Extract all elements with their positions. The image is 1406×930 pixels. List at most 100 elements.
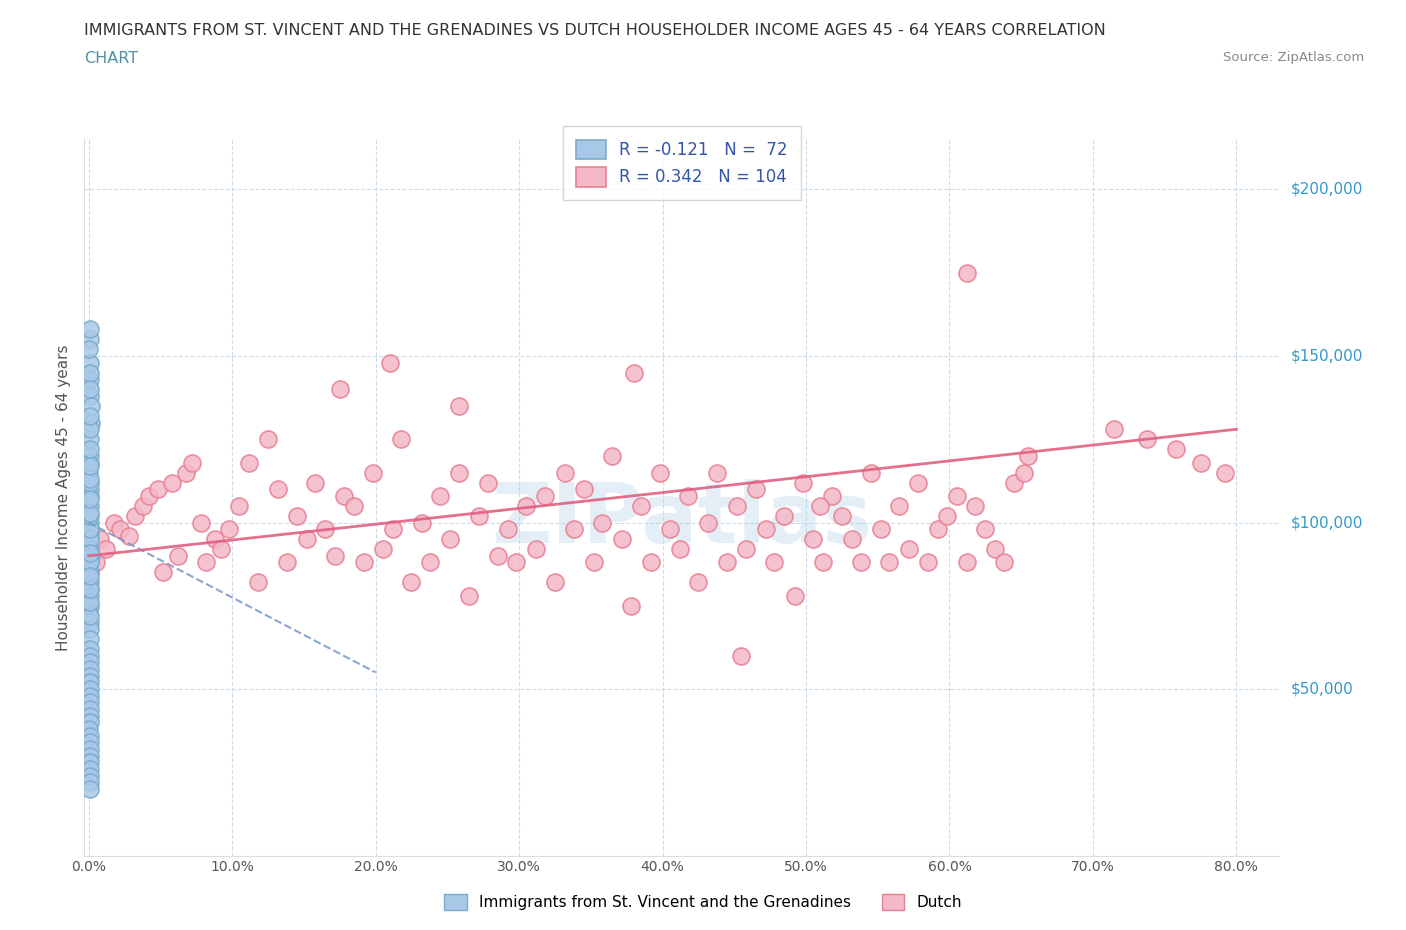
Point <box>544 575 567 590</box>
Point <box>79 475 101 490</box>
Point <box>181 455 204 470</box>
Point <box>378 355 401 370</box>
Text: $50,000: $50,000 <box>1291 682 1354 697</box>
Point <box>79 595 101 610</box>
Point <box>79 762 101 777</box>
Point <box>1213 465 1236 480</box>
Point <box>974 522 997 537</box>
Point <box>314 522 336 537</box>
Point <box>295 532 318 547</box>
Point <box>79 605 101 620</box>
Point <box>630 498 652 513</box>
Point <box>640 555 662 570</box>
Point <box>79 621 101 636</box>
Point <box>965 498 987 513</box>
Point <box>773 509 796 524</box>
Point <box>79 555 101 570</box>
Point <box>993 555 1015 570</box>
Point <box>391 432 413 446</box>
Point <box>486 549 509 564</box>
Point <box>859 465 882 480</box>
Point <box>1002 475 1025 490</box>
Point <box>447 399 470 414</box>
Point <box>582 555 605 570</box>
Point <box>79 342 101 357</box>
Point <box>841 532 863 547</box>
Point <box>79 448 101 463</box>
Point <box>831 509 853 524</box>
Point <box>79 565 101 580</box>
Point <box>763 555 786 570</box>
Point <box>304 475 326 490</box>
Point <box>79 669 101 684</box>
Point <box>79 522 101 537</box>
Point <box>821 488 844 503</box>
Point <box>79 695 101 710</box>
Point <box>79 525 101 540</box>
Point <box>917 555 939 570</box>
Point <box>79 781 101 796</box>
Legend: R = -0.121   N =  72, R = 0.342   N = 104: R = -0.121 N = 72, R = 0.342 N = 104 <box>562 126 801 200</box>
Point <box>79 458 101 473</box>
Point <box>124 509 146 524</box>
Point <box>554 465 576 480</box>
Point <box>371 542 394 557</box>
Point <box>79 455 101 470</box>
Point <box>79 575 101 590</box>
Point <box>79 442 101 457</box>
Point <box>79 755 101 770</box>
Point <box>79 432 101 446</box>
Point <box>79 682 101 697</box>
Text: IMMIGRANTS FROM ST. VINCENT AND THE GRENADINES VS DUTCH HOUSEHOLDER INCOME AGES : IMMIGRANTS FROM ST. VINCENT AND THE GREN… <box>84 23 1107 38</box>
Point <box>329 382 352 397</box>
Y-axis label: Householder Income Ages 45 - 64 years: Householder Income Ages 45 - 64 years <box>56 344 72 651</box>
Point <box>79 542 101 557</box>
Point <box>79 709 101 724</box>
Point <box>801 532 824 547</box>
Point <box>898 542 921 557</box>
Point <box>620 598 643 613</box>
Point <box>79 688 101 703</box>
Point <box>79 355 101 370</box>
Point <box>505 555 527 570</box>
Point <box>457 589 479 604</box>
Point <box>935 509 957 524</box>
Point <box>658 522 681 537</box>
Point <box>623 365 645 380</box>
Point <box>79 465 101 480</box>
Point <box>956 265 979 280</box>
Point <box>79 532 101 547</box>
Point <box>238 455 260 470</box>
Point <box>79 631 101 646</box>
Point <box>343 498 366 513</box>
Point <box>84 555 107 570</box>
Point <box>1166 442 1188 457</box>
Point <box>79 372 101 387</box>
Point <box>79 408 101 423</box>
Point <box>79 565 101 580</box>
Point <box>411 515 433 530</box>
Point <box>118 528 141 543</box>
Point <box>439 532 461 547</box>
Point <box>218 522 240 537</box>
Point <box>612 532 634 547</box>
Point <box>808 498 831 513</box>
Point <box>79 515 101 530</box>
Point <box>246 575 269 590</box>
Point <box>792 475 814 490</box>
Text: Source: ZipAtlas.com: Source: ZipAtlas.com <box>1223 51 1364 64</box>
Point <box>534 488 557 503</box>
Point <box>562 522 585 537</box>
Point <box>688 575 710 590</box>
Point <box>132 498 155 513</box>
Point <box>697 515 720 530</box>
Point <box>725 498 748 513</box>
Point <box>79 505 101 520</box>
Point <box>79 581 101 596</box>
Point <box>79 598 101 613</box>
Point <box>79 589 101 604</box>
Point <box>813 555 835 570</box>
Point <box>353 555 375 570</box>
Point <box>515 498 537 513</box>
Point <box>79 422 101 437</box>
